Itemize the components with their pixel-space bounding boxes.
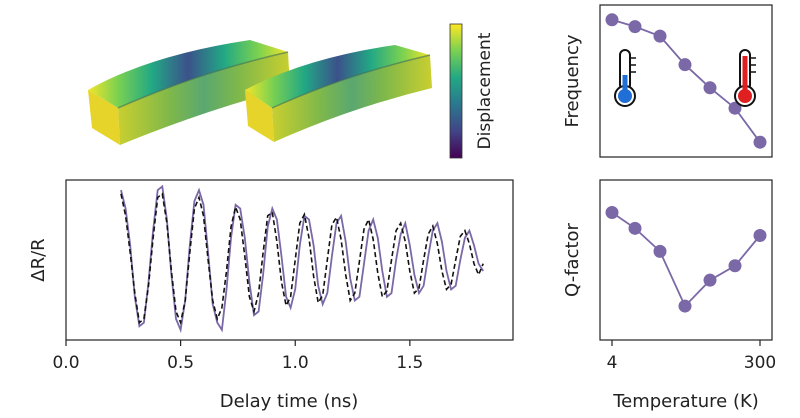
frequency-axes-frame <box>599 4 773 158</box>
delta-r-panel: ΔR/R Delay time (ns) 0.0 0.5 1.0 1.5 <box>28 179 514 412</box>
q-factor-point <box>728 259 742 273</box>
delta-r-axes-frame <box>65 179 514 341</box>
colorbar <box>449 23 463 159</box>
cold-thermometer-icon <box>614 49 636 107</box>
q-factor-point <box>628 221 642 235</box>
frequency-ylabel: Frequency <box>562 34 583 127</box>
frequency-point <box>653 29 667 43</box>
frequency-point <box>728 101 742 115</box>
colorbar-label: Displacement <box>475 32 495 149</box>
plate-illustration-right <box>245 45 432 142</box>
q-factor-xtick-label: 300 <box>744 353 776 373</box>
q-factor-xtick-label: 4 <box>607 353 618 373</box>
q-factor-point <box>753 229 767 243</box>
q-factor-ylabel: Q-factor <box>562 222 583 296</box>
delta-r-xtick-label: 1.5 <box>396 353 423 373</box>
delta-r-ylabel: ΔR/R <box>28 238 49 281</box>
delta-r-xtick-label: 1.0 <box>282 353 309 373</box>
frequency-panel: Frequency <box>562 4 773 158</box>
frequency-point <box>703 81 717 95</box>
delta-r-data-line <box>120 184 484 334</box>
q-factor-point <box>653 244 667 258</box>
frequency-line <box>611 18 761 143</box>
delta-r-xtick-label: 0.0 <box>52 353 79 373</box>
frequency-point <box>628 20 642 34</box>
delta-r-fit-line <box>120 192 484 326</box>
q-factor-panel: Q-factor Temperature (K) 4 300 <box>562 179 776 412</box>
q-factor-xlabel: Temperature (K) <box>612 391 759 412</box>
frequency-point <box>678 58 692 72</box>
q-factor-point <box>605 205 619 219</box>
delta-r-xlabel: Delay time (ns) <box>220 391 359 412</box>
plate-illustration-left <box>88 40 290 145</box>
q-factor-point <box>703 273 717 287</box>
q-factor-point <box>678 299 692 313</box>
frequency-point <box>753 135 767 149</box>
hot-thermometer-icon <box>734 49 756 107</box>
delta-r-xtick-label: 0.5 <box>167 353 194 373</box>
frequency-point <box>605 13 619 27</box>
q-factor-axes-frame <box>599 179 773 341</box>
